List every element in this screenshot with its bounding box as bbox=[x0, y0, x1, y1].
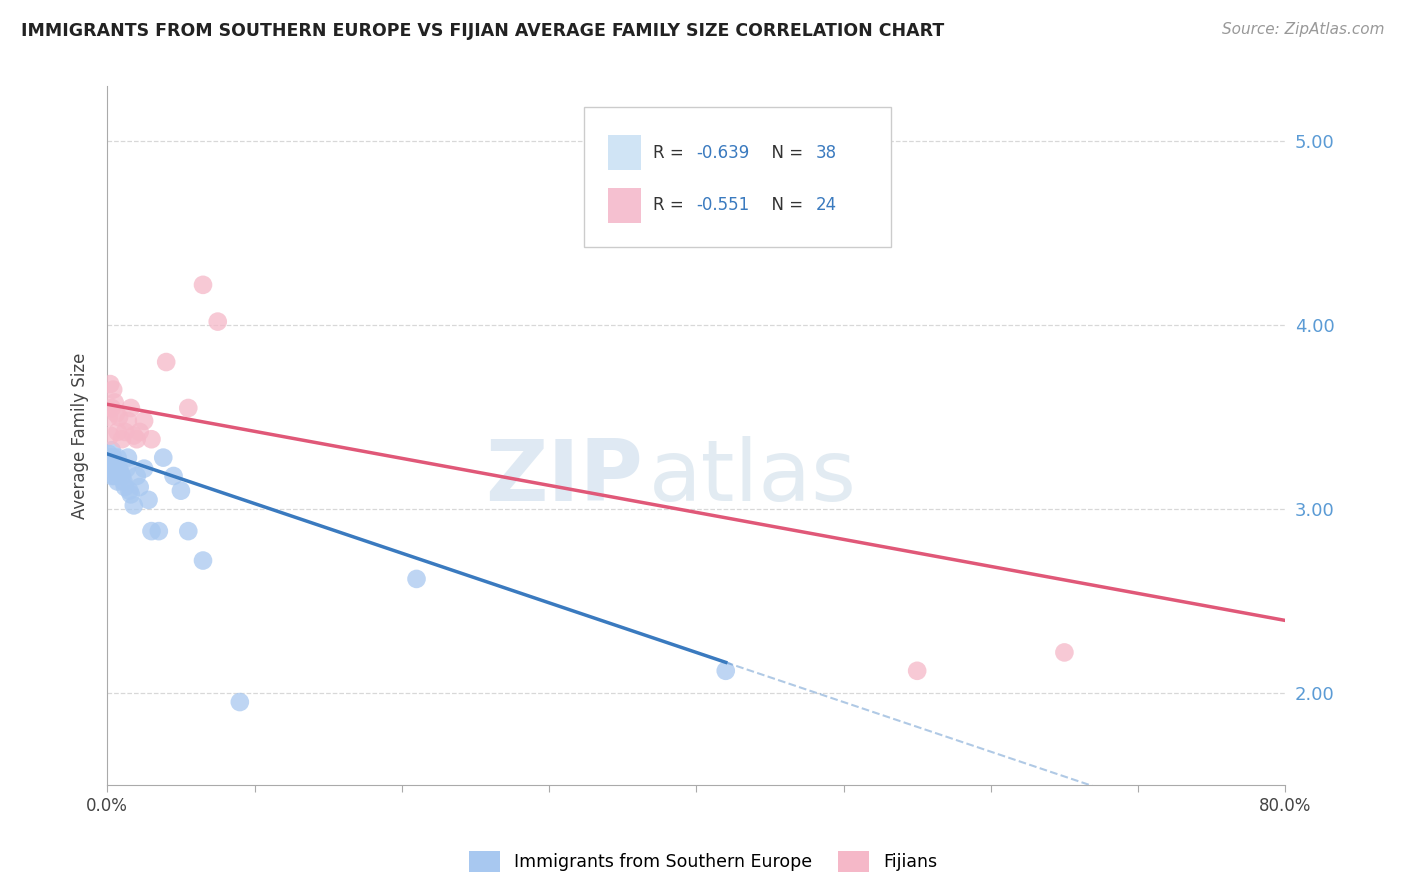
Point bbox=[98, 450, 121, 465]
Point bbox=[105, 466, 128, 480]
Point bbox=[107, 475, 129, 489]
Point bbox=[111, 432, 134, 446]
Point bbox=[100, 401, 122, 415]
Point bbox=[191, 277, 214, 292]
Point bbox=[111, 469, 134, 483]
Point bbox=[98, 428, 121, 442]
Point bbox=[207, 315, 229, 329]
Point bbox=[120, 401, 142, 415]
Point bbox=[141, 524, 163, 538]
Legend: Immigrants from Southern Europe, Fijians: Immigrants from Southern Europe, Fijians bbox=[461, 844, 945, 879]
Point bbox=[122, 499, 145, 513]
Point bbox=[105, 456, 128, 470]
Y-axis label: Average Family Size: Average Family Size bbox=[72, 352, 89, 519]
Point bbox=[105, 407, 128, 421]
Text: 24: 24 bbox=[815, 196, 837, 214]
Point bbox=[112, 475, 135, 489]
Point bbox=[128, 425, 150, 439]
Point bbox=[103, 383, 125, 397]
Text: N =: N = bbox=[761, 144, 808, 161]
Point bbox=[114, 425, 136, 439]
Point bbox=[100, 469, 122, 483]
Point bbox=[104, 395, 127, 409]
Point bbox=[191, 553, 214, 567]
FancyBboxPatch shape bbox=[585, 107, 890, 247]
Point bbox=[108, 461, 131, 475]
Point bbox=[122, 428, 145, 442]
Point bbox=[132, 461, 155, 475]
Point bbox=[97, 447, 120, 461]
Point bbox=[141, 432, 163, 446]
Point bbox=[110, 466, 132, 480]
Point bbox=[100, 443, 122, 458]
Point bbox=[177, 401, 200, 415]
Point bbox=[125, 432, 148, 446]
Point bbox=[97, 456, 120, 470]
Point bbox=[905, 664, 928, 678]
Point bbox=[152, 450, 174, 465]
Point bbox=[170, 483, 193, 498]
Point bbox=[115, 461, 138, 475]
Point bbox=[117, 450, 139, 465]
Point bbox=[97, 410, 120, 425]
Point bbox=[138, 492, 160, 507]
Point bbox=[107, 425, 129, 439]
Point bbox=[114, 480, 136, 494]
Text: -0.551: -0.551 bbox=[696, 196, 749, 214]
Point bbox=[128, 480, 150, 494]
Point bbox=[103, 450, 125, 465]
Text: IMMIGRANTS FROM SOUTHERN EUROPE VS FIJIAN AVERAGE FAMILY SIZE CORRELATION CHART: IMMIGRANTS FROM SOUTHERN EUROPE VS FIJIA… bbox=[21, 22, 945, 40]
Text: atlas: atlas bbox=[650, 436, 858, 519]
Point bbox=[155, 355, 177, 369]
Point bbox=[108, 410, 131, 425]
Text: N =: N = bbox=[761, 196, 808, 214]
Point bbox=[107, 450, 129, 465]
Point bbox=[132, 414, 155, 428]
Point bbox=[118, 483, 141, 498]
Point bbox=[103, 456, 125, 470]
Text: -0.639: -0.639 bbox=[696, 144, 749, 161]
Point bbox=[104, 461, 127, 475]
Point bbox=[98, 461, 121, 475]
Bar bbox=[607, 187, 641, 222]
Text: 38: 38 bbox=[815, 144, 837, 161]
Text: R =: R = bbox=[652, 196, 689, 214]
Text: Source: ZipAtlas.com: Source: ZipAtlas.com bbox=[1222, 22, 1385, 37]
Text: R =: R = bbox=[652, 144, 689, 161]
Point bbox=[120, 487, 142, 501]
Point bbox=[148, 524, 170, 538]
Point bbox=[229, 695, 252, 709]
Point bbox=[104, 469, 127, 483]
Point bbox=[177, 524, 200, 538]
Point bbox=[98, 377, 121, 392]
Point bbox=[405, 572, 427, 586]
Point bbox=[714, 664, 737, 678]
Text: ZIP: ZIP bbox=[485, 436, 644, 519]
Point bbox=[125, 469, 148, 483]
Point bbox=[1053, 645, 1076, 659]
Point bbox=[117, 414, 139, 428]
Bar bbox=[607, 136, 641, 170]
Point bbox=[162, 469, 184, 483]
